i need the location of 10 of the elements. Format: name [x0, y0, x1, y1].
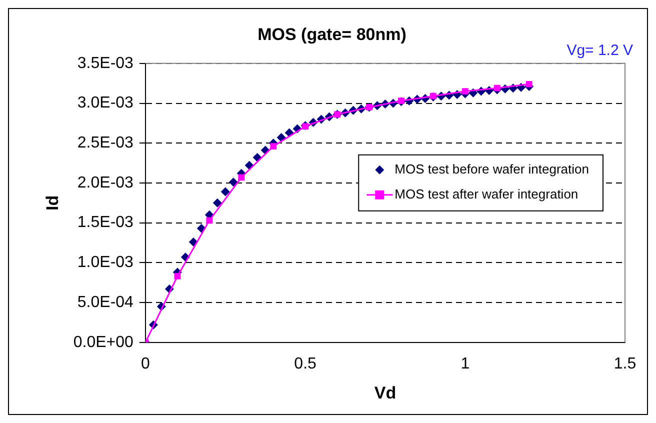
y-axis-title: Id [42, 195, 62, 210]
legend-label: MOS test before wafer integration [394, 161, 590, 176]
x-tick-label: 0.5 [294, 355, 317, 372]
text: Vg= 1.2 V [566, 42, 633, 60]
y-tick-label: 3.5E-03 [77, 54, 134, 72]
legend-label: MOS test after wafer integration [394, 186, 578, 202]
x-tick-label: 0 [141, 355, 150, 372]
chart-title: MOS (gate= 80nm) [258, 24, 406, 44]
x-tick-label: 1 [460, 355, 470, 372]
x-tick-label: 1.5 [614, 355, 636, 372]
